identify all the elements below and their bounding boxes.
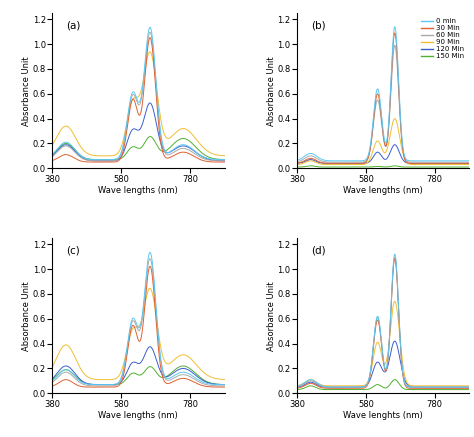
X-axis label: Wave lengths (nm): Wave lengths (nm) bbox=[343, 186, 423, 195]
Y-axis label: Absorbance Unit: Absorbance Unit bbox=[22, 56, 31, 125]
X-axis label: Wave lengths (nm): Wave lengths (nm) bbox=[99, 411, 178, 420]
Y-axis label: Absorbance Unit: Absorbance Unit bbox=[267, 56, 276, 125]
Text: (c): (c) bbox=[66, 246, 80, 256]
X-axis label: Wave lengths (nm): Wave lengths (nm) bbox=[99, 186, 178, 195]
Y-axis label: Absorbance Unit: Absorbance Unit bbox=[22, 281, 31, 350]
X-axis label: Wave lenghts (nm): Wave lenghts (nm) bbox=[343, 411, 423, 420]
Text: (d): (d) bbox=[310, 246, 325, 256]
Y-axis label: Absorbance Unit: Absorbance Unit bbox=[267, 281, 276, 350]
Text: (b): (b) bbox=[310, 21, 325, 31]
Text: (a): (a) bbox=[66, 21, 80, 31]
Legend: 0 min, 30 Min, 60 Min, 90 Min, 120 Min, 150 Min: 0 min, 30 Min, 60 Min, 90 Min, 120 Min, … bbox=[419, 17, 466, 61]
